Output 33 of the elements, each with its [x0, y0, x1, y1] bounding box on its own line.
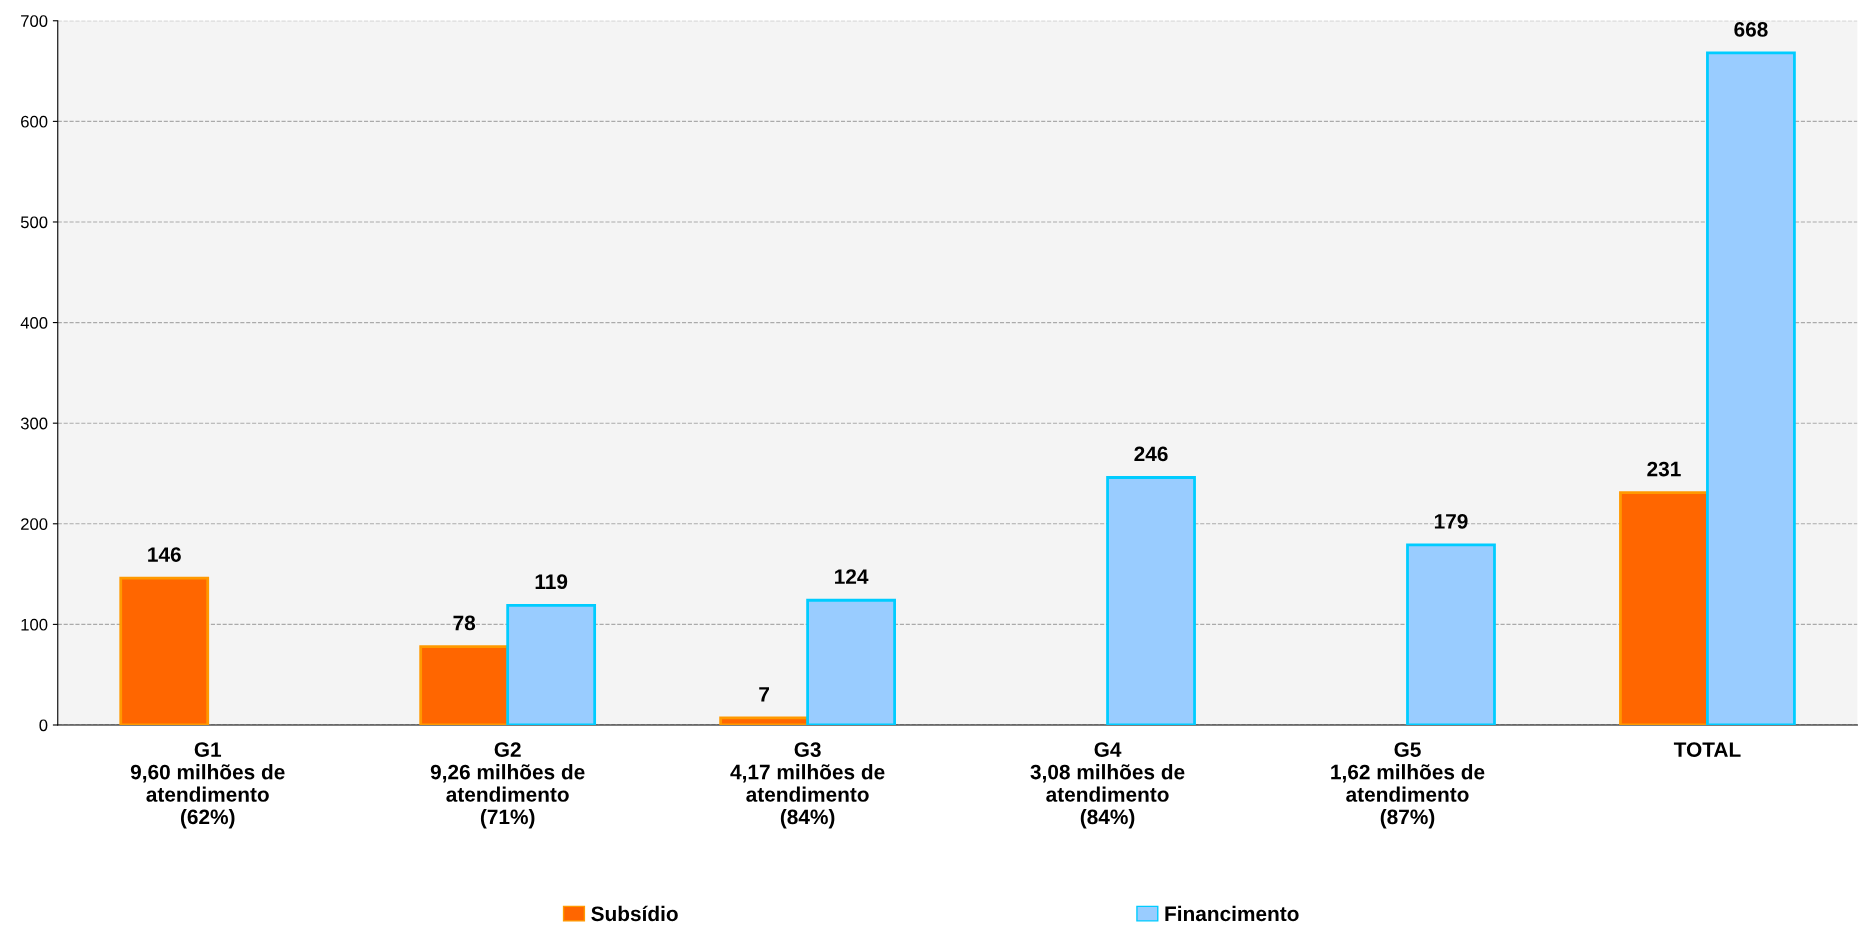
- data-label: 124: [835, 569, 869, 584]
- y-tick-label: 300: [20, 417, 48, 430]
- bar: [806, 598, 896, 725]
- x-tick-label: G3 4,17 milhões de atendimento (84%): [730, 742, 885, 829]
- legend-label: Subsídio: [591, 905, 678, 922]
- data-label: 78: [453, 615, 476, 631]
- y-tick-label: 600: [21, 115, 48, 128]
- data-label: 179: [1434, 513, 1468, 529]
- data-label: 146: [148, 547, 181, 562]
- y-tick-label: 200: [21, 518, 48, 530]
- data-label: 231: [1647, 461, 1681, 477]
- y-tick-label: 100: [21, 618, 48, 631]
- bar: [1106, 476, 1196, 725]
- x-tick-label: G4 3,08 milhões de atendimento (84%): [1030, 742, 1185, 829]
- data-label: 119: [535, 574, 568, 590]
- bar: [1619, 491, 1709, 725]
- x-tick-label: G5 1,62 milhões de atendimento (87%): [1331, 742, 1485, 829]
- bar: [1706, 51, 1796, 725]
- x-tick-label: G2 9,26 milhões de atendimento (71%): [430, 742, 585, 829]
- data-label: 7: [759, 687, 769, 702]
- x-tick-label: TOTAL: [1673, 742, 1741, 757]
- x-tick-label: G1 9,60 milhões de atendimento (62%): [130, 742, 285, 829]
- legend-label: Financimento: [1165, 905, 1299, 922]
- bar: [719, 716, 809, 725]
- data-label: 246: [1134, 446, 1168, 462]
- y-tick-label: 0: [39, 719, 48, 732]
- bar: [506, 603, 597, 725]
- y-tick-label: 500: [20, 216, 48, 229]
- data-label: 668: [1734, 22, 1768, 37]
- y-tick-label: 400: [20, 316, 48, 329]
- bar: [1406, 543, 1496, 725]
- bar: [119, 576, 210, 725]
- y-tick-label: 700: [21, 15, 48, 27]
